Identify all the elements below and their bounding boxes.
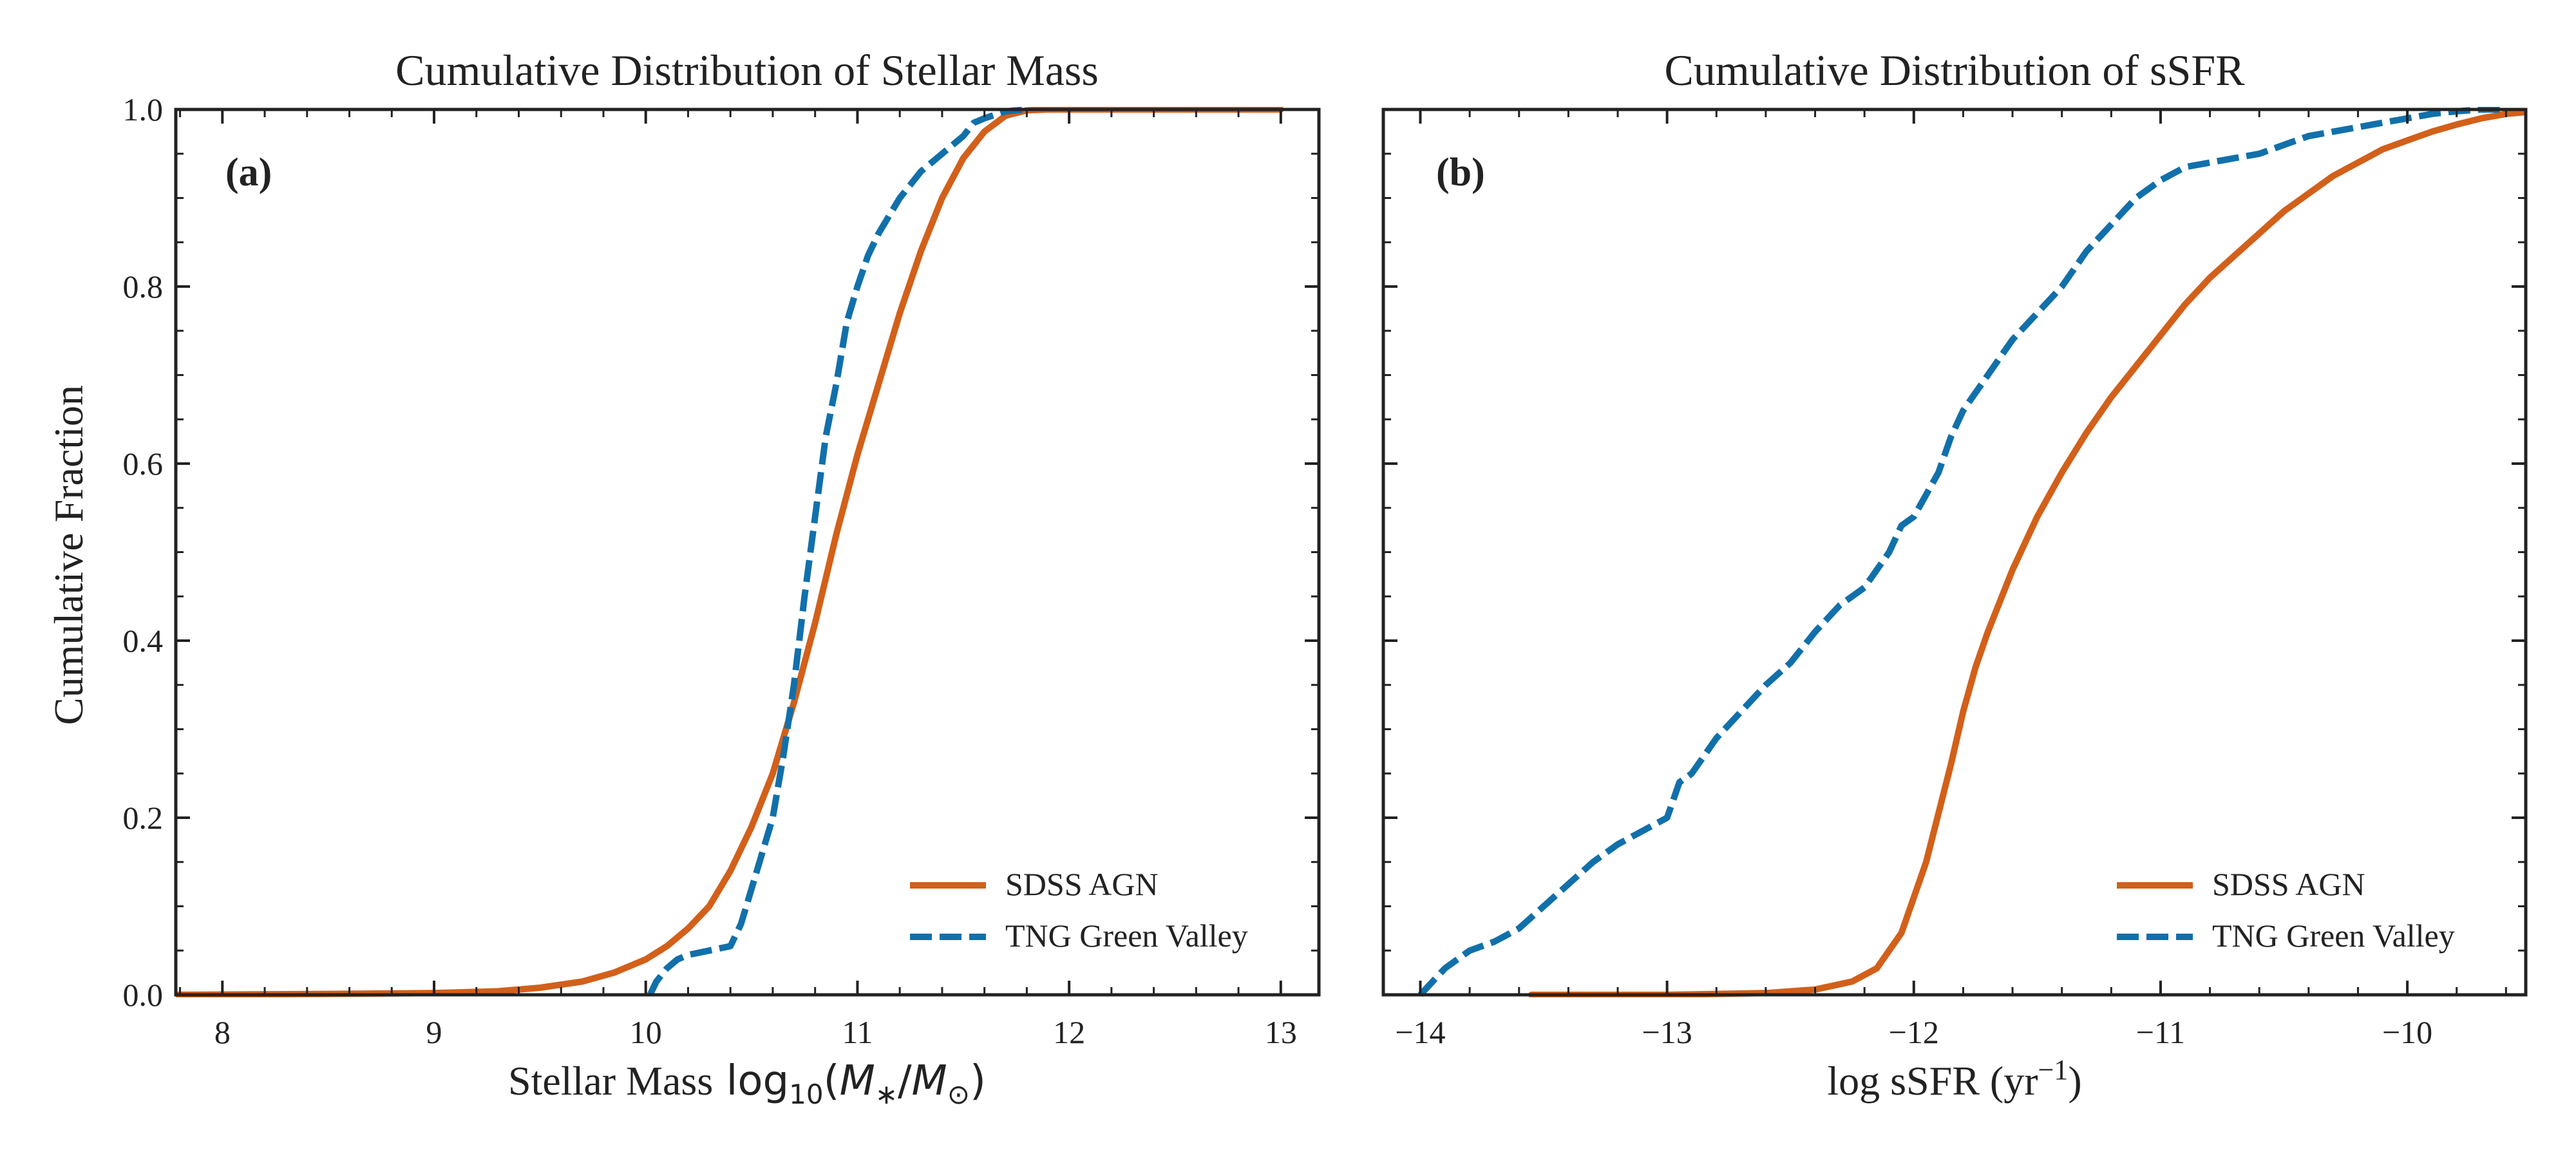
panel-ssfr: Cumulative Distribution of sSFR −14 −13 −1… (1381, 46, 2528, 1104)
panel-b-series-sdss-agn-line (1528, 109, 2526, 997)
panel-stellar-mass: Cumulative Distribution of Stellar Mass … (46, 46, 1321, 1110)
panel-a-legend-label: TNG Green Valley (1005, 918, 1248, 954)
panel-b-xtick-label: −14 (1395, 1014, 1445, 1050)
panel-b-xlabel-text: log sSFR (yr (1827, 1058, 2038, 1104)
panel-b-xlabel: log sSFR (yr−1) (1827, 1054, 2081, 1104)
panel-a-xlabel: Stellar Mass log10(M∗/M⊙) (508, 1057, 986, 1110)
panel-b-xtick-label: −12 (1889, 1014, 1939, 1050)
panel-a-ytick-label: 0.0 (123, 977, 164, 1013)
panel-a-ytick-label: 1.0 (123, 91, 164, 127)
panel-a-legend-label: SDSS AGN (1005, 866, 1159, 902)
panel-a-title: Cumulative Distribution of Stellar Mass (395, 46, 1099, 95)
panel-b-xtick-label: −10 (2382, 1014, 2432, 1050)
panel-b-marks: −14 −13 −12 −11 −10 SDSS AGN TNG Green Valley (1381, 107, 2528, 1050)
panel-a-series-tng-green-valley-line (647, 107, 1027, 997)
panel-b-axes-frame (1381, 108, 2528, 997)
panel-a-series-sdss-agn-line (176, 107, 1284, 997)
panel-b-xtick-label: −11 (2136, 1014, 2185, 1050)
panel-a-xtick-label: 10 (630, 1014, 662, 1050)
panel-a-ytick-label: 0.8 (123, 269, 164, 305)
panel-a-xtick-label: 8 (214, 1014, 231, 1050)
panel-b-legend-label: SDSS AGN (2212, 866, 2365, 902)
panel-a-ytick-label: 0.6 (123, 446, 164, 482)
panel-a-xtick-label: 11 (842, 1014, 873, 1050)
panel-b-legend-label: TNG Green Valley (2212, 918, 2455, 954)
panel-a-axes-frame (174, 108, 1321, 997)
panel-a-ylabel: Cumulative Fraction (46, 385, 91, 725)
panel-b-label: (b) (1436, 151, 1485, 194)
panel-b-xtick-label: −13 (1642, 1014, 1692, 1050)
panel-a-xtick-label: 13 (1265, 1014, 1297, 1050)
panel-a-xlabel-text: Stellar Mass (508, 1058, 713, 1104)
panel-a-xtick-label: 12 (1053, 1014, 1085, 1050)
panel-b-title: Cumulative Distribution of sSFR (1664, 46, 2245, 95)
panel-a-ytick-label: 0.2 (123, 800, 164, 836)
panel-a-ytick-label: 0.4 (123, 623, 164, 659)
panel-b-series-tng-green-valley-line (1417, 107, 2506, 997)
panel-a-xtick-label: 9 (426, 1014, 442, 1050)
panel-a-label: (a) (225, 151, 272, 194)
panel-a-marks: 8 9 10 11 12 13 0.0 0.2 0.4 0.6 0.8 1.0 SDSS AGN TNG … (123, 91, 1321, 1050)
